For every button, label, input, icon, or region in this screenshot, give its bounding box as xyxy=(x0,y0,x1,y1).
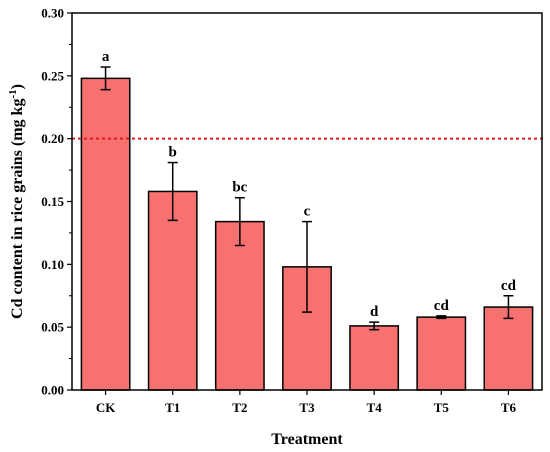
x-tick-label-t1: T1 xyxy=(165,400,180,415)
y-tick-label: 0.20 xyxy=(41,131,64,146)
x-tick-label-t3: T3 xyxy=(299,400,315,415)
x-tick-label-t2: T2 xyxy=(232,400,247,415)
y-tick-label: 0.15 xyxy=(41,194,64,209)
y-tick-label: 0.10 xyxy=(41,257,64,272)
y-axis-title-end: ) xyxy=(9,84,26,89)
y-axis-title-superscript: -1 xyxy=(7,89,19,98)
error-bar-t4 xyxy=(369,321,380,331)
error-bar-t2 xyxy=(234,196,245,247)
x-tick-label-ck: CK xyxy=(96,400,116,415)
significance-label-t5: cd xyxy=(434,298,450,314)
error-bar-t6 xyxy=(503,295,514,320)
bar-ck xyxy=(80,77,131,391)
x-axis-title: Treatment xyxy=(271,431,343,448)
x-tick-label-t5: T5 xyxy=(434,400,450,415)
y-tick-label: 0.05 xyxy=(41,320,64,335)
error-bar-t1 xyxy=(167,161,178,222)
bar-t2 xyxy=(214,220,265,391)
y-tick-label: 0.00 xyxy=(41,383,64,398)
bar-t5 xyxy=(416,316,467,391)
x-tick-label-t6: T6 xyxy=(501,400,517,415)
y-axis-title-main: Cd content in rice grains (mg kg xyxy=(9,99,26,319)
significance-label-t4: d xyxy=(370,304,379,320)
significance-label-t1: b xyxy=(169,145,177,161)
significance-label-t3: c xyxy=(304,204,311,220)
bar-t1 xyxy=(147,190,198,391)
significance-label-t6: cd xyxy=(501,278,517,294)
error-bar-t3 xyxy=(302,220,312,313)
significance-label-t2: bc xyxy=(232,180,247,196)
y-axis-title: Cd content in rice grains (mg kg-1) xyxy=(7,84,26,319)
bar-t4 xyxy=(349,325,400,391)
bar-t6 xyxy=(483,306,534,391)
error-bar-ck xyxy=(100,66,111,91)
y-tick-label: 0.30 xyxy=(41,6,64,21)
x-tick-label-t4: T4 xyxy=(367,400,383,415)
y-tick-label: 0.25 xyxy=(41,68,64,83)
significance-label-ck: a xyxy=(102,49,110,65)
error-bar-t5 xyxy=(436,315,447,320)
chart-axes: CK T1 T2 T3 T4 T5 T6 0.00 0.05 0.10 0.15 0.20 0.25 0.… xyxy=(41,6,516,416)
